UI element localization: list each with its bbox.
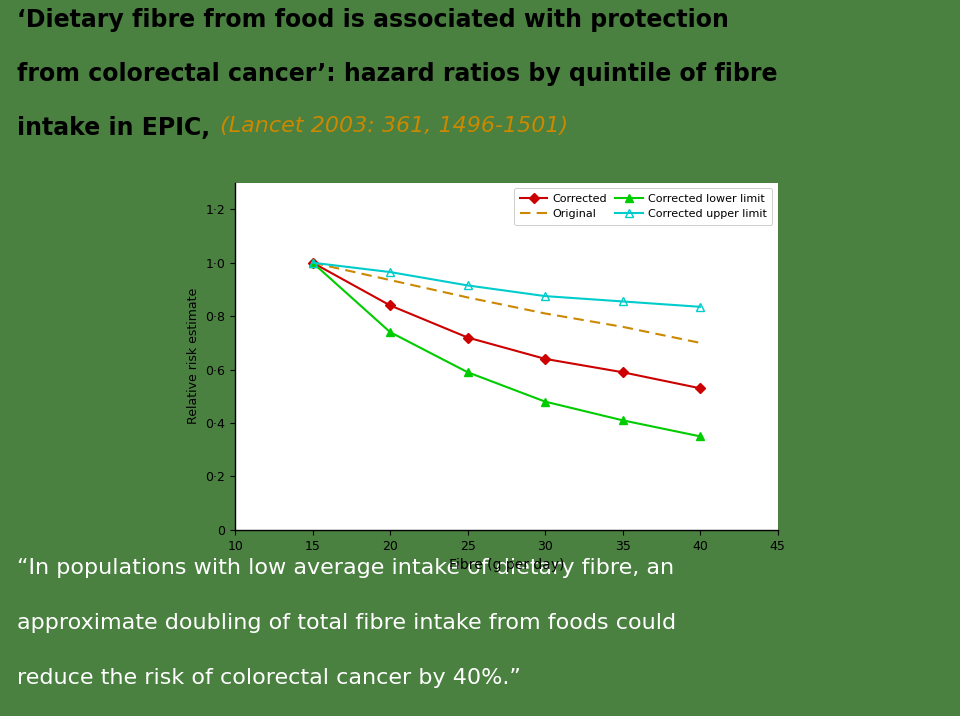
- Text: “In populations with low average intake of dietary fibre, an: “In populations with low average intake …: [17, 558, 675, 578]
- Corrected lower limit: [617, 416, 629, 425]
- Line: Corrected upper limit: Corrected upper limit: [308, 258, 705, 311]
- Text: reduce the risk of colorectal cancer by 40%.”: reduce the risk of colorectal cancer by …: [17, 668, 521, 688]
- Text: ‘Dietary fibre from food is associated with protection: ‘Dietary fibre from food is associated w…: [17, 9, 730, 32]
- X-axis label: Fibre (g per day): Fibre (g per day): [448, 558, 564, 572]
- Corrected upper limit: [694, 302, 706, 311]
- Corrected: [462, 333, 473, 342]
- Corrected lower limit: [307, 258, 319, 267]
- Original: [462, 293, 473, 301]
- Original: [617, 322, 629, 331]
- Corrected: [307, 258, 319, 267]
- Original: [694, 339, 706, 347]
- Original: [384, 276, 396, 284]
- Original: [540, 309, 551, 318]
- Text: approximate doubling of total fibre intake from foods could: approximate doubling of total fibre inta…: [17, 613, 677, 633]
- Text: from colorectal cancer’: hazard ratios by quintile of fibre: from colorectal cancer’: hazard ratios b…: [17, 62, 778, 86]
- Corrected: [617, 368, 629, 377]
- Corrected lower limit: [384, 328, 396, 337]
- Corrected: [540, 354, 551, 363]
- Y-axis label: Relative risk estimate: Relative risk estimate: [187, 288, 200, 425]
- Corrected upper limit: [540, 292, 551, 301]
- Original: [307, 258, 319, 267]
- Line: Corrected: Corrected: [309, 259, 704, 392]
- Line: Corrected lower limit: Corrected lower limit: [308, 258, 705, 440]
- Line: Original: Original: [313, 263, 700, 343]
- Corrected upper limit: [307, 258, 319, 267]
- Corrected: [694, 384, 706, 392]
- Corrected: [384, 301, 396, 310]
- Corrected upper limit: [462, 281, 473, 290]
- Text: (Lancet 2003: 361, 1496-1501): (Lancet 2003: 361, 1496-1501): [213, 116, 568, 136]
- Corrected upper limit: [384, 268, 396, 276]
- Corrected upper limit: [617, 297, 629, 306]
- Legend: Corrected, Original, Corrected lower limit, Corrected upper limit: Corrected, Original, Corrected lower lim…: [515, 188, 772, 225]
- Text: intake in EPIC,: intake in EPIC,: [17, 116, 210, 140]
- Corrected lower limit: [540, 397, 551, 406]
- Corrected lower limit: [694, 432, 706, 440]
- Corrected lower limit: [462, 368, 473, 377]
